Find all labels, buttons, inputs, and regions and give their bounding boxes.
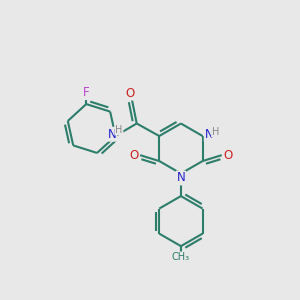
Text: F: F — [83, 86, 90, 99]
Text: CH₃: CH₃ — [172, 252, 190, 262]
Text: H: H — [115, 124, 123, 134]
Text: N: N — [205, 128, 213, 141]
Text: N: N — [176, 172, 185, 184]
Text: N: N — [107, 128, 116, 141]
Text: O: O — [223, 149, 232, 162]
Text: H: H — [212, 127, 219, 137]
Text: O: O — [130, 149, 139, 162]
Text: O: O — [126, 87, 135, 100]
